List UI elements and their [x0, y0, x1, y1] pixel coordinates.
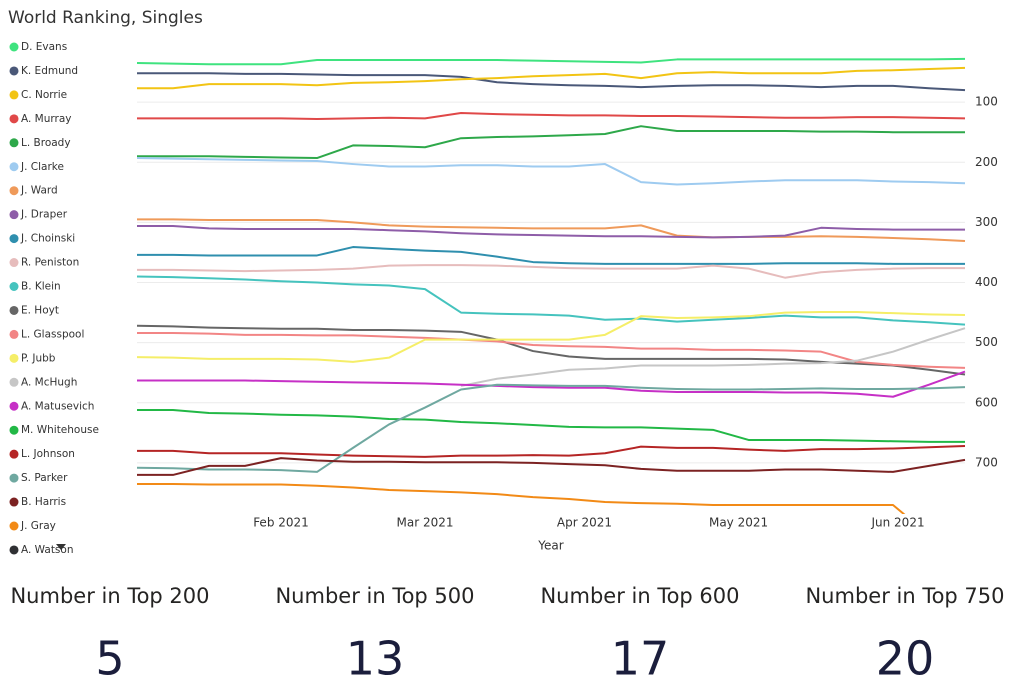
x-tick-label: Feb 2021 — [253, 516, 309, 530]
legend-marker — [9, 545, 19, 555]
x-tick-label: May 2021 — [709, 516, 768, 530]
legend-label: B. Harris — [21, 496, 66, 508]
legend-label: K. Edmund — [21, 65, 78, 77]
legend-label: D. Evans — [21, 41, 67, 53]
series-line — [137, 72, 966, 92]
card-label: Number in Top 500 — [275, 584, 474, 608]
chart-title: World Ranking, Singles — [8, 8, 203, 28]
legend-marker — [9, 258, 19, 268]
legend-marker — [9, 210, 19, 220]
series-line — [137, 224, 965, 239]
series-line — [136, 57, 966, 66]
cards: Number in Top 200 5 Number in Top 500 13 Num… — [10, 584, 1004, 686]
series-line — [136, 324, 966, 376]
x-axis-title: Year — [537, 539, 563, 553]
series-line — [136, 383, 966, 473]
legend-label: B. Klein — [21, 281, 61, 293]
x-tick-label: Mar 2021 — [397, 516, 454, 530]
legend-marker — [9, 473, 19, 483]
legend-marker — [9, 497, 19, 507]
series-line — [137, 457, 966, 476]
legend-marker — [9, 234, 19, 244]
card-value: 17 — [611, 632, 670, 686]
legend-marker — [9, 377, 19, 387]
y-tick-label: 700 — [975, 455, 998, 469]
card-value: 13 — [346, 632, 405, 686]
series-line — [136, 310, 966, 363]
y-tick-label: 200 — [975, 155, 998, 169]
legend-scroll-button[interactable] — [56, 544, 66, 550]
legend-label: P. Jubb — [21, 352, 56, 364]
legend-label: L. Broady — [21, 137, 71, 149]
card-label: Number in Top 200 — [10, 584, 209, 608]
legend-label: E. Hoyt — [21, 304, 59, 316]
legend-label: A. Murray — [21, 113, 72, 125]
legend-marker — [9, 401, 19, 411]
series-line — [137, 125, 965, 160]
legend-marker — [9, 90, 19, 100]
plot-lines — [136, 57, 966, 514]
legend-marker — [9, 305, 19, 315]
legend-label: R. Peniston — [21, 257, 79, 269]
legend-marker — [9, 114, 19, 124]
legend-marker — [9, 353, 19, 363]
legend-label: J. Choinski — [20, 233, 75, 245]
legend-label: J. Ward — [20, 185, 58, 197]
card-value: 20 — [876, 632, 935, 686]
legend-marker — [9, 138, 19, 148]
legend: D. Evans K. Edmund C. Norrie A. Murray L. Br… — [9, 41, 99, 556]
y-tick-label: 400 — [975, 275, 998, 289]
series-line — [137, 66, 966, 90]
series-line — [137, 111, 966, 120]
y-tick-label: 500 — [975, 335, 998, 349]
legend-label: J. Clarke — [20, 161, 64, 173]
series-line — [137, 370, 966, 398]
series-line — [137, 264, 965, 279]
legend-marker — [9, 329, 19, 339]
series-line — [137, 408, 965, 443]
y-tick-label: 100 — [975, 95, 998, 109]
legend-label: A. McHugh — [21, 376, 77, 388]
legend-marker — [9, 186, 19, 196]
series-line — [137, 445, 966, 458]
series-line — [136, 157, 966, 186]
card-label: Number in Top 750 — [805, 584, 1004, 608]
series-line — [460, 327, 966, 387]
legend-label: L. Johnson — [21, 448, 75, 460]
legend-label: M. Whitehouse — [21, 424, 99, 436]
legend-label: J. Draper — [20, 209, 68, 221]
legend-marker — [9, 42, 19, 52]
legend-marker — [9, 449, 19, 459]
series-line — [137, 332, 966, 369]
y-tick-label: 300 — [975, 215, 998, 229]
series-line — [137, 218, 966, 243]
legend-label: A. Watson — [21, 544, 74, 556]
x-tick-label: Apr 2021 — [557, 516, 612, 530]
x-tick-label: Jun 2021 — [870, 516, 924, 530]
y-tick-label: 600 — [975, 395, 998, 409]
card-label: Number in Top 600 — [540, 584, 739, 608]
legend-label: C. Norrie — [21, 89, 67, 101]
legend-marker — [9, 162, 19, 172]
legend-label: S. Parker — [21, 472, 68, 484]
legend-marker — [9, 282, 19, 291]
legend-marker — [9, 425, 19, 435]
legend-marker — [9, 521, 19, 531]
series-line — [137, 246, 965, 265]
legend-marker — [9, 66, 19, 76]
legend-label: J. Gray — [20, 520, 56, 532]
card-value: 5 — [95, 632, 124, 686]
series-line — [137, 482, 906, 514]
legend-label: A. Matusevich — [21, 400, 94, 412]
series-line — [136, 275, 966, 326]
legend-label: L. Glasspool — [21, 328, 84, 340]
